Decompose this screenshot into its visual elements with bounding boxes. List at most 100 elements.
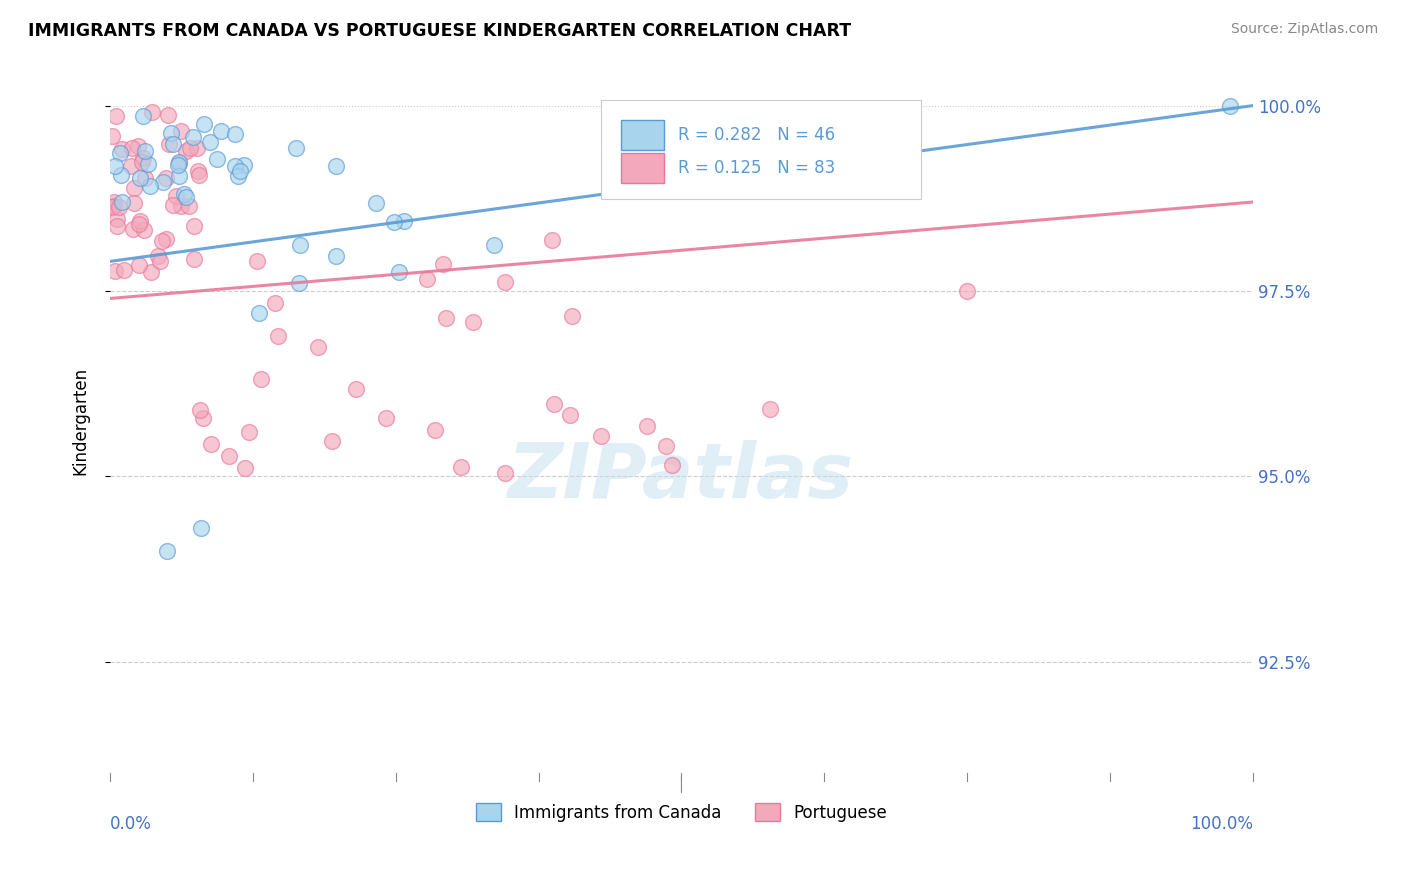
- Point: [108, 200, 131, 214]
- Point: [160, 127, 183, 141]
- Point: [167, 158, 190, 172]
- Point: [1219, 98, 1241, 112]
- Point: [165, 188, 187, 202]
- Point: [494, 466, 516, 480]
- Point: [288, 276, 311, 290]
- Point: [155, 171, 177, 186]
- Point: [177, 199, 200, 213]
- Point: [122, 195, 145, 210]
- Point: [131, 152, 153, 166]
- Point: [156, 543, 179, 558]
- Y-axis label: Kindergarten: Kindergarten: [72, 367, 89, 475]
- Point: [148, 249, 170, 263]
- Point: [170, 199, 193, 213]
- Point: [233, 158, 256, 172]
- Point: [124, 181, 146, 195]
- Point: [101, 128, 124, 143]
- Point: [432, 258, 454, 272]
- Point: [152, 175, 174, 189]
- Text: ZIPatlas: ZIPatlas: [509, 441, 855, 514]
- Point: [193, 117, 215, 131]
- Point: [392, 214, 415, 228]
- Point: [101, 201, 124, 215]
- FancyBboxPatch shape: [602, 100, 921, 199]
- Point: [321, 434, 343, 448]
- Point: [374, 410, 396, 425]
- Point: [149, 254, 172, 268]
- Text: R = 0.282   N = 46: R = 0.282 N = 46: [678, 126, 835, 144]
- Point: [238, 425, 260, 439]
- Point: [121, 140, 143, 154]
- Point: [141, 104, 163, 119]
- Point: [591, 429, 613, 443]
- Point: [120, 159, 142, 173]
- Point: [132, 223, 155, 237]
- Point: [218, 449, 240, 463]
- Point: [183, 219, 205, 233]
- Point: [186, 140, 208, 154]
- Point: [224, 160, 246, 174]
- Point: [366, 196, 388, 211]
- Point: [134, 144, 156, 158]
- Point: [325, 249, 347, 263]
- Point: [190, 521, 212, 535]
- Point: [129, 213, 152, 227]
- Point: [325, 159, 347, 173]
- Point: [111, 142, 134, 156]
- Point: [187, 164, 209, 178]
- Point: [198, 136, 221, 150]
- Point: [267, 329, 290, 343]
- Point: [167, 169, 190, 183]
- Point: [108, 146, 131, 161]
- Point: [134, 171, 156, 186]
- Point: [105, 211, 128, 226]
- Point: [209, 124, 232, 138]
- Point: [307, 340, 329, 354]
- Point: [434, 310, 457, 325]
- Point: [661, 458, 683, 472]
- Point: [139, 265, 162, 279]
- Point: [494, 275, 516, 289]
- Point: [285, 141, 308, 155]
- Point: [423, 423, 446, 437]
- Point: [636, 419, 658, 434]
- Point: [174, 145, 197, 159]
- Point: [162, 198, 184, 212]
- Point: [461, 315, 484, 329]
- Point: [450, 460, 472, 475]
- Point: [110, 169, 132, 183]
- Point: [224, 128, 246, 142]
- Bar: [621, 153, 664, 183]
- Point: [416, 272, 439, 286]
- Point: [344, 382, 367, 396]
- Text: 0.0%: 0.0%: [110, 815, 152, 833]
- Point: [103, 199, 125, 213]
- Point: [150, 234, 173, 248]
- Point: [128, 217, 150, 231]
- Point: [200, 437, 222, 451]
- Point: [482, 238, 505, 252]
- Point: [167, 156, 190, 170]
- Point: [207, 152, 229, 166]
- Point: [541, 233, 564, 247]
- Point: [233, 460, 256, 475]
- Point: [179, 141, 201, 155]
- Text: Source: ZipAtlas.com: Source: ZipAtlas.com: [1230, 22, 1378, 37]
- Point: [131, 109, 153, 123]
- Point: [157, 108, 180, 122]
- Point: [110, 195, 132, 210]
- Text: IMMIGRANTS FROM CANADA VS PORTUGUESE KINDERGARTEN CORRELATION CHART: IMMIGRANTS FROM CANADA VS PORTUGUESE KIN…: [28, 22, 851, 40]
- Point: [104, 264, 127, 278]
- Point: [131, 154, 153, 169]
- Text: R = 0.125   N = 83: R = 0.125 N = 83: [678, 159, 835, 177]
- Point: [188, 403, 211, 417]
- Point: [759, 401, 782, 416]
- Point: [956, 284, 979, 298]
- Point: [104, 159, 127, 173]
- Point: [246, 254, 269, 268]
- Point: [105, 110, 128, 124]
- Point: [264, 296, 287, 310]
- Point: [382, 215, 405, 229]
- Point: [139, 179, 162, 194]
- Point: [128, 258, 150, 272]
